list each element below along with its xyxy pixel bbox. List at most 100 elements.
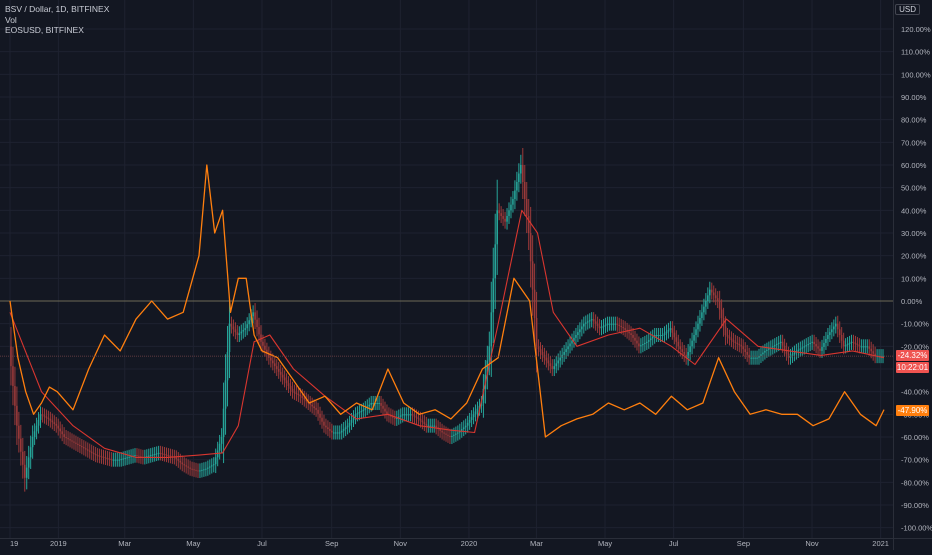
candle-body: [590, 319, 593, 321]
candle-body: [59, 428, 61, 432]
legend-volume[interactable]: Vol: [5, 14, 17, 25]
candle-body: [866, 346, 869, 348]
candle-body: [122, 458, 124, 460]
candle-body: [285, 380, 288, 384]
candle-body: [744, 349, 747, 352]
candle-body: [553, 366, 556, 369]
candle-body: [575, 335, 577, 338]
candle-body: [71, 440, 73, 442]
candle-body: [222, 408, 225, 437]
candle-body: [476, 408, 479, 412]
candle-body: [799, 348, 802, 350]
candle-body: [301, 396, 304, 398]
bsv-change-tag: -24.32%: [896, 350, 929, 362]
legend-compare-symbol[interactable]: EOSUSD, BITFINEX: [5, 25, 84, 35]
candle-body: [718, 301, 721, 310]
candle-body: [655, 335, 658, 336]
candle-body: [681, 349, 684, 352]
candle-body: [502, 216, 504, 219]
candle-body: [73, 441, 75, 443]
candle-body: [714, 295, 717, 299]
candle-body: [433, 425, 436, 427]
candle-body: [333, 432, 335, 434]
candle-body: [632, 335, 634, 338]
candle-body: [821, 346, 823, 351]
candle-body: [846, 344, 849, 346]
candle-body: [836, 323, 839, 330]
candle-body: [449, 435, 451, 437]
candle-body: [264, 345, 266, 350]
y-tick-label: 10.00%: [901, 274, 927, 283]
candle-body: [376, 403, 378, 404]
y-tick-label: -80.00%: [901, 478, 929, 487]
candle-body: [854, 342, 857, 345]
candle-body: [29, 447, 32, 458]
candle-body: [756, 357, 758, 359]
candle-body: [120, 459, 123, 461]
candle-body: [57, 425, 60, 429]
candle-body: [165, 454, 168, 456]
candle-body: [407, 414, 410, 416]
candle-body: [667, 329, 670, 332]
candle-body: [693, 335, 695, 341]
candle-body: [151, 454, 154, 456]
legend-main-symbol[interactable]: BSV / Dollar, 1D, BITFINEX: [5, 4, 110, 14]
candle-body: [453, 434, 455, 436]
candle-body: [390, 415, 392, 417]
candle-body: [81, 446, 83, 448]
candle-body: [98, 455, 101, 457]
candle-body: [409, 414, 412, 416]
candle-body: [535, 318, 538, 347]
candle-body: [823, 342, 825, 347]
candle-body: [805, 345, 808, 347]
candle-body: [216, 450, 219, 458]
candle-body: [205, 468, 207, 470]
candle-body: [344, 427, 347, 430]
candle-body: [809, 342, 811, 345]
candle-body: [600, 327, 603, 329]
candle-body: [47, 417, 50, 419]
y-tick-label: -10.00%: [901, 320, 929, 329]
candle-body: [83, 447, 85, 449]
candle-body: [842, 340, 845, 347]
y-tick-label: 40.00%: [901, 206, 927, 215]
candle-body: [657, 335, 660, 336]
candle-body: [494, 244, 497, 279]
candle-body: [248, 320, 250, 325]
candle-body: [514, 190, 516, 199]
candle-body: [94, 454, 97, 456]
candle-body: [293, 391, 296, 393]
candle-body: [159, 452, 162, 454]
candle-body: [126, 457, 128, 459]
candle-body: [329, 429, 331, 431]
candle-body: [577, 332, 579, 335]
y-tick-label: 70.00%: [901, 138, 927, 147]
candle-body: [364, 408, 367, 410]
candle-body: [498, 210, 500, 214]
candle-body: [882, 356, 884, 358]
candle-body: [647, 340, 650, 342]
candle-body: [352, 417, 355, 420]
candle-body: [872, 351, 874, 354]
candle-body: [431, 425, 434, 427]
candle-body: [634, 337, 636, 341]
candle-body: [451, 435, 453, 437]
candle-body: [45, 416, 48, 418]
candle-body: [86, 449, 89, 451]
candle-body: [405, 414, 408, 416]
candle-body: [848, 342, 851, 345]
chart-legend: BSV / Dollar, 1D, BITFINEX Vol EOSUSD, B…: [5, 4, 109, 36]
candle-body: [262, 341, 264, 346]
candle-body: [128, 456, 130, 458]
sma-line-path: [9, 209, 885, 458]
candle-body: [472, 414, 475, 418]
candle-body: [775, 344, 778, 346]
candle-body: [474, 411, 477, 415]
currency-badge[interactable]: USD: [895, 4, 920, 15]
candle-body: [624, 328, 626, 330]
x-tick-label: May: [598, 539, 612, 548]
candle-body: [61, 431, 63, 435]
y-tick-label: 60.00%: [901, 161, 927, 170]
